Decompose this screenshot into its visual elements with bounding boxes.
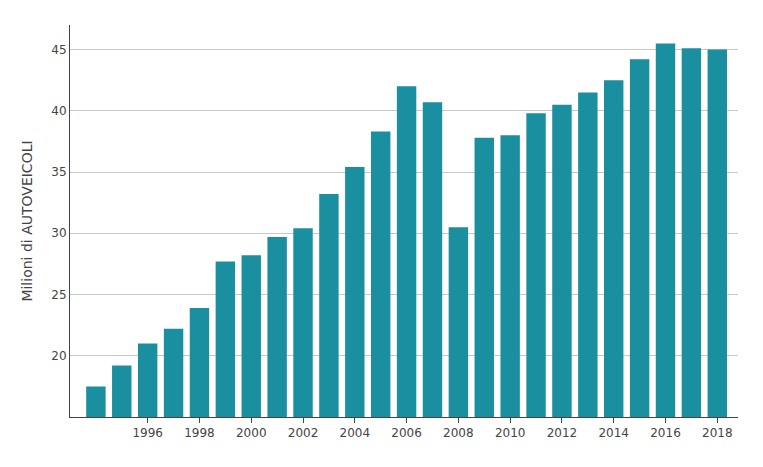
svg-text:1996: 1996 — [132, 426, 163, 440]
svg-text:2014: 2014 — [598, 426, 629, 440]
svg-text:35: 35 — [51, 165, 66, 179]
svg-text:1998: 1998 — [184, 426, 215, 440]
svg-text:2002: 2002 — [288, 426, 319, 440]
svg-text:2006: 2006 — [391, 426, 422, 440]
svg-text:2012: 2012 — [547, 426, 578, 440]
svg-text:2004: 2004 — [340, 426, 371, 440]
svg-text:Milioni di AUTOVEICOLI: Milioni di AUTOVEICOLI — [19, 140, 35, 301]
svg-text:2018: 2018 — [702, 426, 733, 440]
svg-text:40: 40 — [51, 104, 66, 118]
svg-text:2008: 2008 — [443, 426, 474, 440]
svg-text:2000: 2000 — [236, 426, 267, 440]
svg-text:45: 45 — [51, 43, 66, 57]
svg-text:20: 20 — [51, 349, 66, 363]
svg-text:25: 25 — [51, 288, 66, 302]
svg-text:30: 30 — [51, 226, 66, 240]
svg-text:2010: 2010 — [495, 426, 526, 440]
svg-text:2016: 2016 — [650, 426, 681, 440]
